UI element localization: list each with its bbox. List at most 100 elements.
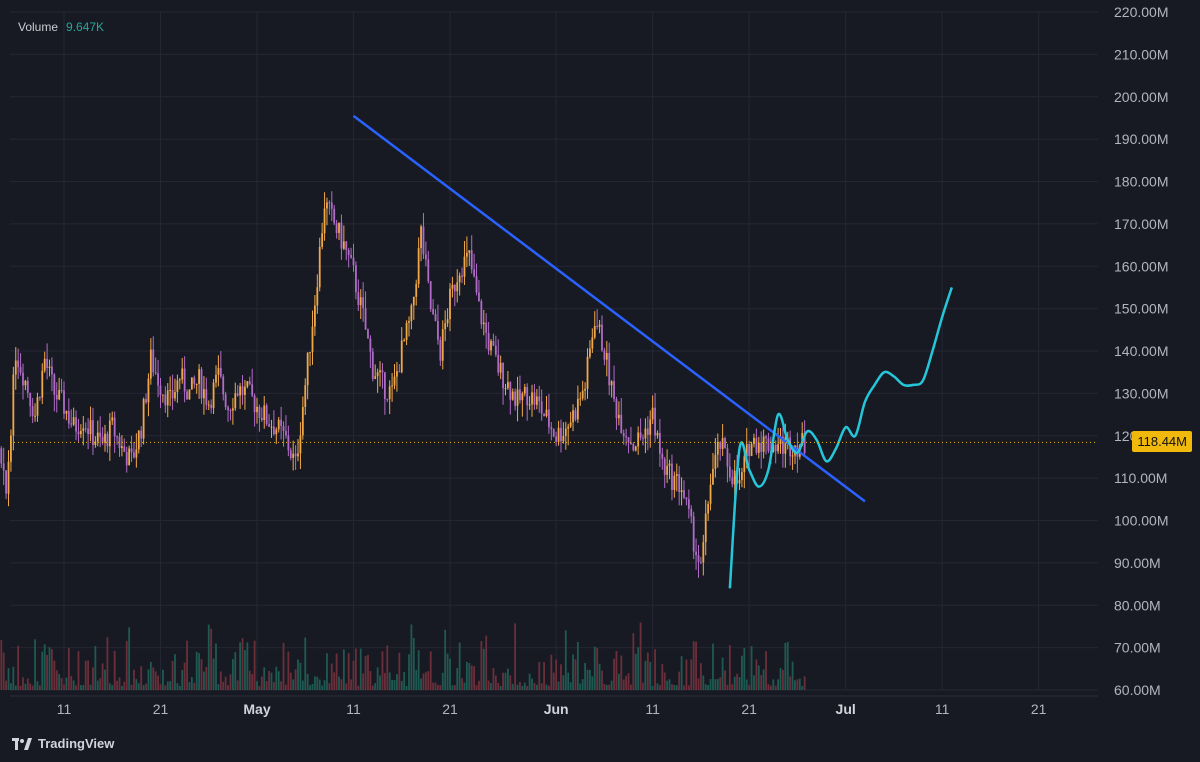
price-candle-body	[765, 436, 767, 439]
volume-bar	[465, 661, 468, 690]
volume-bar	[282, 642, 285, 690]
price-candle-body	[84, 428, 87, 430]
price-candle-body	[104, 433, 106, 443]
price-candle-body	[482, 322, 485, 325]
volume-bar	[772, 679, 775, 690]
tradingview-logo-icon	[12, 737, 32, 750]
y-tick-label: 60.00M	[1114, 682, 1161, 698]
price-candle-body	[444, 323, 447, 330]
volume-bar	[60, 678, 63, 690]
volume-bar	[203, 671, 205, 690]
x-tick-label: 21	[442, 701, 458, 717]
price-candle-body	[350, 255, 352, 258]
price-candle-body	[487, 332, 490, 351]
price-candle-body	[774, 444, 777, 452]
volume-bar	[133, 669, 135, 690]
volume-bar	[345, 683, 348, 690]
volume-bar	[94, 646, 97, 690]
volume-bar	[140, 666, 143, 690]
volume-bar	[769, 685, 772, 690]
price-candle-body	[101, 436, 104, 443]
volume-bar	[511, 683, 514, 690]
price-candle-body	[111, 417, 114, 421]
price-candle-body	[538, 396, 541, 402]
volume-bar	[762, 669, 765, 690]
volume-bar	[367, 654, 369, 690]
price-candle-body	[451, 284, 454, 289]
price-candle-body	[497, 354, 500, 373]
y-axis: 220.00M 210.00M 200.00M 190.00M 180.00M 170.0…	[1114, 4, 1168, 698]
volume-bar	[668, 679, 671, 690]
volume-bar	[441, 672, 444, 690]
volume-bar	[396, 674, 398, 690]
volume-bar	[43, 644, 46, 690]
price-candle-body	[398, 371, 401, 373]
price-candle-body	[591, 337, 594, 349]
volume-bar	[410, 624, 413, 690]
price-candle-body	[287, 435, 290, 451]
price-candle-body	[314, 305, 316, 327]
y-tick-label: 170.00M	[1114, 216, 1168, 232]
volume-bar	[767, 684, 770, 690]
x-tick-label: 11	[346, 701, 361, 717]
volume-bar	[227, 685, 229, 690]
price-candle-body	[687, 499, 690, 509]
volume-bar	[58, 673, 61, 690]
trendline	[352, 114, 866, 503]
price-candle-body	[458, 275, 461, 283]
volume-bar	[574, 659, 577, 690]
volume-bar	[318, 679, 321, 690]
x-axis: 11 21 May 11 21 Jun 11 21 Jul 11 21	[57, 701, 1047, 717]
price-candle-body	[738, 480, 741, 484]
price-candle-body	[135, 449, 138, 458]
price-candle-body	[593, 326, 596, 338]
price-candle-body	[369, 338, 372, 352]
volume-bar	[415, 669, 418, 690]
price-candle-body	[248, 381, 251, 385]
volume-bar	[96, 680, 99, 690]
volume-bar	[437, 684, 439, 690]
volume-bar	[26, 678, 29, 690]
volume-bar	[593, 646, 596, 690]
volume-bar	[152, 667, 155, 690]
volume-bar	[169, 681, 172, 690]
price-candle-body	[572, 410, 574, 423]
volume-bar	[644, 660, 647, 690]
volume-bar	[89, 684, 92, 690]
volume-bar	[683, 685, 685, 690]
price-candle-body	[234, 393, 237, 409]
price-candle-body	[690, 508, 693, 517]
line-layer	[10, 114, 1098, 589]
volume-bar	[36, 681, 39, 690]
volume-bar	[456, 667, 459, 690]
volume-bar	[294, 669, 297, 690]
price-candle-body	[215, 374, 217, 383]
price-candle-body	[400, 340, 403, 373]
y-tick-label: 80.00M	[1114, 597, 1161, 613]
price-candle-body	[762, 436, 765, 452]
volume-bar	[417, 650, 420, 690]
volume-bar	[422, 673, 425, 690]
price-candle-body	[51, 366, 53, 375]
price-candle-body	[589, 348, 591, 357]
volume-bar	[77, 651, 80, 690]
volume-bar	[174, 654, 176, 690]
price-candle-body	[750, 443, 753, 456]
price-candle-body	[545, 409, 548, 417]
price-candle-body	[601, 324, 603, 351]
price-candle-body	[584, 388, 586, 391]
price-candle-body	[627, 437, 630, 443]
price-candle-body	[671, 463, 673, 490]
volume-bar	[760, 675, 763, 690]
price-candle-body	[29, 392, 32, 407]
price-candle-body	[121, 446, 123, 449]
price-candle-body	[564, 428, 567, 436]
price-candle-body	[666, 465, 669, 475]
volume-bar	[393, 680, 396, 690]
price-candle-body	[92, 420, 94, 446]
price-candle-body	[46, 358, 49, 368]
volume-bar	[482, 648, 485, 690]
tradingview-brand[interactable]: TradingView	[12, 736, 114, 751]
price-candle-body	[427, 259, 430, 282]
